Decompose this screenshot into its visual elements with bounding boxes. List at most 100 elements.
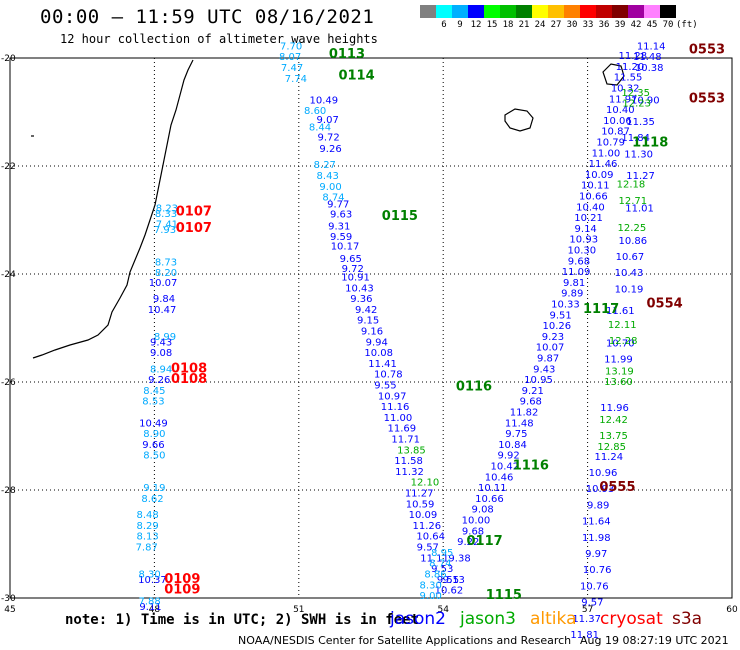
legend-bin-label: 24 [534,20,546,30]
wave-height-label: 11.48 [505,418,534,429]
pass-label: 0113 [329,47,365,62]
wave-height-label: 9.43 [150,337,172,348]
wave-height-label: 10.30 [568,245,597,256]
wave-height-label: 10.08 [364,348,393,359]
legend-bin: 15 [484,5,500,30]
wave-height-label: 9.84 [153,294,175,305]
wave-height-label: 11.00 [592,148,621,159]
legend-bin-label: 45 [646,20,658,30]
wave-height-label: 10.96 [589,468,618,479]
wave-height-label: 11.61 [606,306,635,317]
wave-height-label: 11.11 [420,553,449,564]
chart-subtitle: 12 hour collection of altimeter wave hei… [60,32,378,46]
legend-bin: 9 [452,5,468,30]
legend-unit: (ft) [676,20,698,30]
legend-bin-label: 36 [598,20,610,30]
legend-bin-label: 70 [662,20,674,30]
wave-height-label: 9.89 [561,289,583,300]
x-tick-label: 54 [437,605,449,615]
wave-height-label: 10.21 [574,213,603,224]
wave-height-label: 11.41 [368,359,397,370]
wave-height-label: 10.43 [615,268,644,279]
wave-height-label: 9.19 [143,483,165,494]
pass-label: 0115 [382,209,418,224]
wave-height-label: 9.42 [355,305,377,316]
wave-height-label: 10.00 [462,515,491,526]
pass-label: 0555 [599,480,635,495]
wave-height-label: 10.32 [611,83,640,94]
x-tick-label: 51 [293,605,304,615]
y-tick-label: -20 [1,54,16,64]
wave-height-label: 11.01 [625,203,654,214]
wave-height-label: 10.79 [596,137,625,148]
wave-height-label: 11.30 [624,149,653,160]
legend-bin-label: 6 [441,20,447,30]
chart-title: 00:00 – 11:59 UTC 08/16/2021 [40,6,375,28]
wave-height-label: 11.09 [562,267,591,278]
wave-height-label: 10.87 [601,127,630,138]
wave-height-label: 12.35 [621,88,650,99]
legend-bin-label: 30 [566,20,578,30]
wave-height-label: 10.66 [475,494,504,505]
x-tick-label: 57 [582,605,593,615]
wave-height-label: 7.70 [280,41,302,52]
wave-height-label: 10.07 [536,343,565,354]
wave-height-label: 8.20 [155,268,177,279]
wave-height-label: 7.74 [285,74,307,85]
wave-height-label: 7.87 [136,542,158,553]
pass-label: 0553 [689,91,725,106]
legend-swatch [612,5,628,18]
wave-height-label: 9.26 [148,375,170,386]
wave-height-label: 10.70 [606,338,635,349]
mauritius-island [602,63,625,86]
wave-height-label: 9.63 [330,209,352,220]
wave-height-label: 9.59 [330,232,352,243]
legend-bin: 6 [436,5,452,30]
pass-label: 0108 [171,361,207,376]
legend-bin-label: 42 [630,20,642,30]
wave-height-label: 8.50 [143,451,165,462]
wave-height-label: 10.91 [341,272,370,283]
legend-bin: 18 [500,5,516,30]
wave-height-label: 10.66 [579,191,608,202]
wave-height-label: 12.23 [622,99,651,110]
pass-label: 0114 [338,69,374,84]
legend-swatch [420,5,436,18]
wave-height-label: 9.65 [340,254,362,265]
wave-height-label: 10.46 [485,472,514,483]
wave-height-label: 12.10 [411,478,440,489]
wave-height-label: 10.26 [542,321,571,332]
axis-ticks: 45 48 51 54 57 60 -20 -22 -24 -26 -28 -30 [1,54,738,615]
wave-height-label: 11.24 [594,452,623,463]
wave-height-label: 8.74 [322,193,344,204]
wave-height-label: 10.06 [603,116,632,127]
wave-height-label: 11.37 [572,614,601,625]
wave-height-label: 8.62 [141,494,163,505]
wave-height-label: 11.20 [616,62,645,73]
wave-height-label: 8.30 [138,569,160,580]
wave-height-label: 9.31 [328,222,350,233]
wave-height-label: 9.81 [563,278,585,289]
legend-bin-label: 18 [502,20,514,30]
y-tick-label: -30 [1,594,16,604]
legend-bin-label: 9 [457,20,463,30]
wave-height-label: 8.74 [429,559,451,570]
wave-height-label: 10.33 [551,299,580,310]
wave-height-label: 10.09 [585,170,614,181]
wave-height-label: 9.89 [587,500,609,511]
wave-height-label: 10.47 [148,305,177,316]
wave-height-label: 9.55 [374,380,396,391]
wave-height-label: 9.14 [575,224,597,235]
wave-height-label: 12.18 [617,180,646,191]
wave-height-label: 9.87 [537,353,559,364]
wave-height-label: 9.68 [520,397,542,408]
legend-bin: 24 [532,5,548,30]
wave-height-label: 10.76 [583,565,612,576]
wave-height-label: 11.71 [391,434,420,445]
wave-height-label: 11.58 [394,456,423,467]
madagascar-coastline [32,59,194,359]
legend-swatch [628,5,644,18]
wave-height-label: 7.41 [156,220,178,231]
legend-bin: 42 [628,5,644,30]
legend-bin-label: 39 [614,20,626,30]
